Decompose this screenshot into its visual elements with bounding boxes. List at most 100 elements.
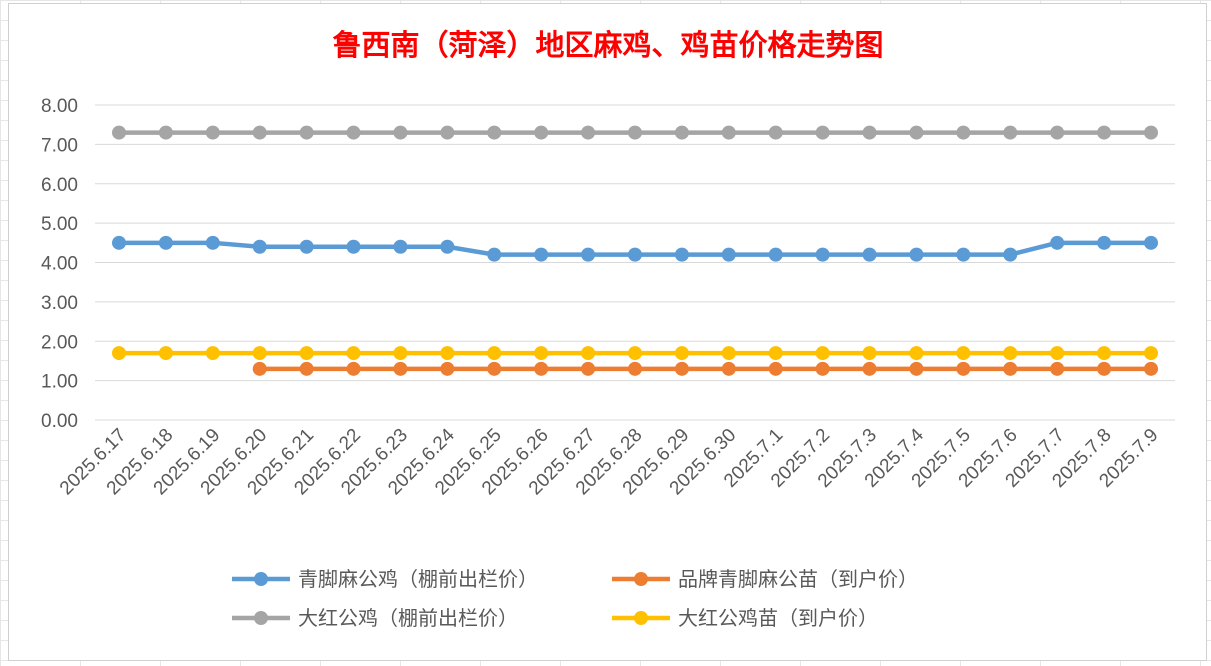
data-point xyxy=(721,247,736,262)
data-point xyxy=(1144,346,1158,361)
legend-item: 大红公鸡苗（到户价） xyxy=(612,606,878,630)
data-point xyxy=(581,346,596,361)
data-point xyxy=(1144,125,1158,140)
data-point xyxy=(393,346,408,361)
data-point xyxy=(674,125,689,140)
data-point xyxy=(346,239,361,254)
series-lines xyxy=(112,125,1158,376)
legend-swatch-marker xyxy=(634,572,648,586)
data-point xyxy=(346,346,361,361)
data-point xyxy=(158,346,173,361)
data-point xyxy=(252,125,267,140)
data-point xyxy=(768,247,783,262)
data-point xyxy=(1003,247,1018,262)
data-point xyxy=(1050,235,1065,250)
data-point xyxy=(299,125,314,140)
data-point xyxy=(956,346,971,361)
data-point xyxy=(721,361,736,376)
y-tick-label: 1.00 xyxy=(41,372,78,393)
gridlines xyxy=(95,104,1175,421)
data-point xyxy=(768,346,783,361)
data-point xyxy=(440,361,455,376)
data-point xyxy=(1003,361,1018,376)
data-point xyxy=(393,125,408,140)
data-point xyxy=(112,125,126,140)
data-point xyxy=(581,125,596,140)
data-point xyxy=(628,346,642,361)
data-point xyxy=(205,235,220,250)
legend-swatch-marker xyxy=(254,611,268,625)
y-tick-label: 2.00 xyxy=(41,332,78,353)
y-tick-label: 4.00 xyxy=(41,254,78,275)
data-point xyxy=(299,346,314,361)
data-point xyxy=(205,125,220,140)
data-point xyxy=(1097,361,1112,376)
data-point xyxy=(862,125,877,140)
y-tick-label: 8.00 xyxy=(41,96,78,117)
data-point xyxy=(862,346,877,361)
y-axis-ticks: 0.00 1.00 2.00 3.00 4.00 5.00 6.00 7.00 8.00 xyxy=(41,96,78,432)
series-2 xyxy=(112,125,1158,140)
data-point xyxy=(205,346,220,361)
data-point xyxy=(487,125,502,140)
data-point xyxy=(721,346,736,361)
data-point xyxy=(112,346,126,361)
data-point xyxy=(628,247,642,262)
data-point xyxy=(299,239,314,254)
series-0 xyxy=(112,235,1158,262)
data-point xyxy=(534,346,549,361)
data-point xyxy=(862,361,877,376)
y-tick-label: 6.00 xyxy=(41,175,78,196)
data-point xyxy=(440,239,455,254)
data-point xyxy=(862,247,877,262)
data-point xyxy=(956,247,971,262)
data-point xyxy=(815,346,830,361)
data-point xyxy=(909,346,924,361)
data-point xyxy=(1050,361,1065,376)
data-point xyxy=(1003,125,1018,140)
data-point xyxy=(346,361,361,376)
legend-item: 青脚麻公鸡（棚前出栏价） xyxy=(232,567,538,591)
data-point xyxy=(1097,346,1112,361)
chart-area[interactable] xyxy=(8,3,1207,661)
legend-item: 品牌青脚麻公苗（到户价） xyxy=(612,567,918,591)
data-point xyxy=(534,361,549,376)
data-point xyxy=(158,235,173,250)
data-point xyxy=(1144,361,1158,376)
data-point xyxy=(252,346,267,361)
data-point xyxy=(956,125,971,140)
data-point xyxy=(581,247,596,262)
data-point xyxy=(674,361,689,376)
chart-title: 鲁西南（菏泽）地区麻鸡、鸡苗价格走势图 xyxy=(332,28,883,62)
legend-swatch-marker xyxy=(634,611,648,625)
data-point xyxy=(909,247,924,262)
data-point xyxy=(299,361,314,376)
data-point xyxy=(1097,125,1112,140)
data-point xyxy=(1097,235,1112,250)
data-point xyxy=(487,346,502,361)
data-point xyxy=(346,125,361,140)
legend-label: 大红公鸡苗（到户价） xyxy=(678,606,878,630)
data-point xyxy=(158,125,173,140)
x-axis-ticks: 2025.6.172025.6.182025.6.192025.6.202025… xyxy=(56,424,1163,499)
data-point xyxy=(440,346,455,361)
y-tick-label: 3.00 xyxy=(41,293,78,314)
series-1 xyxy=(252,361,1158,376)
data-point xyxy=(815,247,830,262)
data-point xyxy=(628,361,642,376)
data-point xyxy=(534,247,549,262)
data-point xyxy=(487,361,502,376)
data-point xyxy=(909,125,924,140)
data-point xyxy=(909,361,924,376)
data-point xyxy=(252,361,267,376)
legend-label: 大红公鸡（棚前出栏价） xyxy=(298,606,518,630)
data-point xyxy=(674,346,689,361)
y-tick-label: 7.00 xyxy=(41,135,78,156)
data-point xyxy=(721,125,736,140)
data-point xyxy=(1003,346,1018,361)
y-tick-label: 0.00 xyxy=(41,411,78,432)
legend-label: 品牌青脚麻公苗（到户价） xyxy=(678,567,918,591)
data-point xyxy=(393,239,408,254)
data-point xyxy=(1050,125,1065,140)
data-point xyxy=(956,361,971,376)
